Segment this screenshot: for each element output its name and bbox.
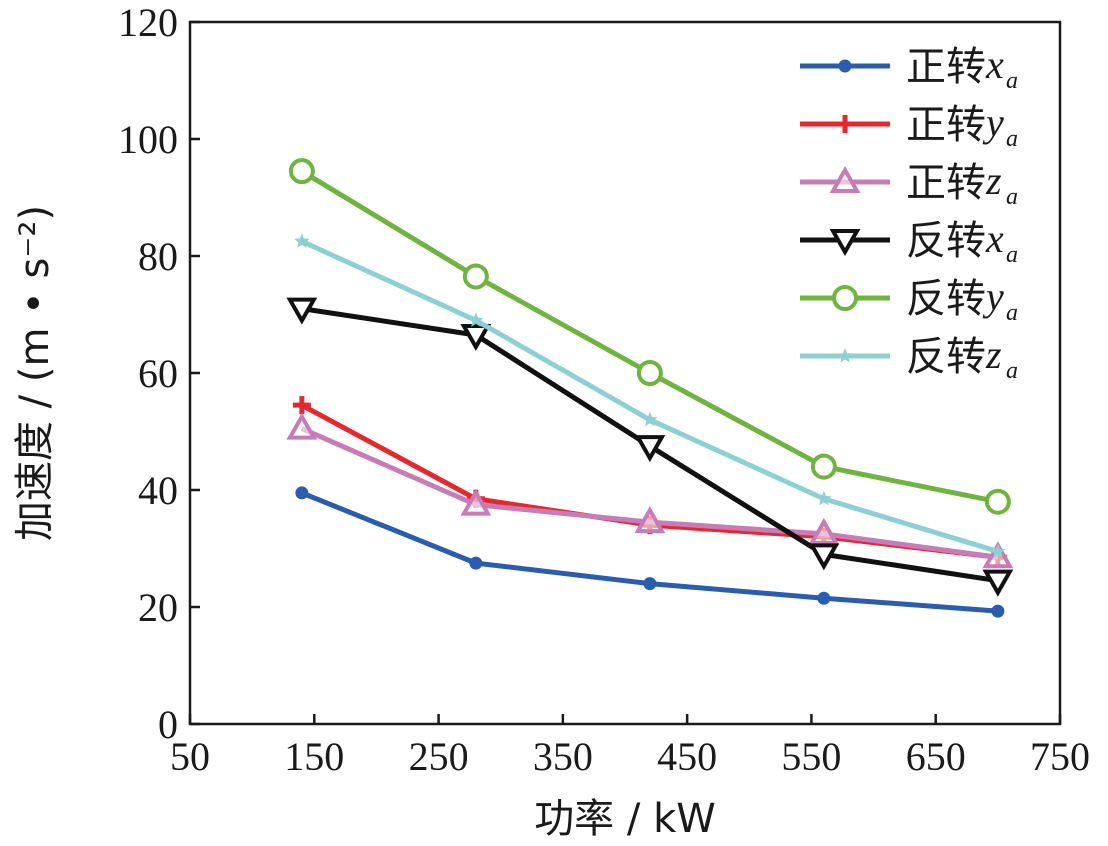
data-point <box>460 488 492 516</box>
legend-entry: 反转 z a <box>800 332 1018 384</box>
x-tick-label: 350 <box>533 734 593 779</box>
data-point <box>460 323 492 352</box>
legend-entry: 正转 x a <box>800 42 1018 94</box>
legend-variable: y <box>982 100 1004 145</box>
legend-swatch-marker <box>837 348 853 363</box>
y-tick-label: 100 <box>118 117 178 162</box>
legend-label: 正转 <box>906 102 986 148</box>
data-point <box>982 569 1014 597</box>
legend-entry: 正转 y a <box>800 100 1018 152</box>
data-point <box>984 488 1011 515</box>
data-point <box>808 543 840 571</box>
data-point <box>286 297 318 325</box>
series-5 <box>288 158 1011 515</box>
y-tick-label: 0 <box>158 702 178 747</box>
data-point <box>286 412 318 440</box>
data-point <box>642 411 658 427</box>
x-tick-label: 650 <box>906 734 966 779</box>
data-point <box>982 541 1014 569</box>
x-tick-label: 50 <box>170 734 210 779</box>
data-point <box>810 453 837 480</box>
data-point <box>991 604 1005 618</box>
series-3 <box>286 412 1014 569</box>
legend-entry: 反转 x a <box>800 216 1018 268</box>
data-point <box>634 435 666 463</box>
data-point <box>643 577 657 591</box>
legend-variable: z <box>985 332 1002 377</box>
x-axis-title: 功率 / kW <box>534 796 716 842</box>
legend-variable: z <box>985 158 1002 203</box>
legend-variable: y <box>982 274 1004 319</box>
data-point <box>288 158 315 185</box>
x-tick-label: 150 <box>284 734 344 779</box>
series-6 <box>294 233 1006 558</box>
legend-swatch-marker <box>838 59 852 73</box>
legend-entry: 正转 z a <box>800 158 1018 210</box>
y-axis-ticks: 0 20 40 60 80 100 120 <box>118 0 200 747</box>
y-tick-label: 40 <box>138 468 178 513</box>
x-axis-ticks: 50 150 250 350 450 550 650 750 <box>170 714 1090 779</box>
y-axis-title: 加速度 / (m • s⁻²) <box>12 205 58 541</box>
legend-subscript: a <box>1006 184 1018 210</box>
series-4 <box>286 297 1014 597</box>
data-point <box>462 263 489 290</box>
legend-subscript: a <box>1006 126 1018 152</box>
x-tick-label: 450 <box>657 734 717 779</box>
legend-variable: x <box>985 42 1004 87</box>
x-tick-label: 250 <box>409 734 469 779</box>
data-point <box>295 486 309 500</box>
y-tick-label: 80 <box>138 234 178 279</box>
x-tick-label: 550 <box>781 734 841 779</box>
data-point <box>294 233 310 248</box>
legend-swatch-marker <box>829 229 861 257</box>
y-tick-label: 60 <box>138 351 178 396</box>
legend: 正转 x a正转 y a正转 z a反转 x a反转 y a反转 z a <box>800 42 1018 384</box>
legend-label: 反转 <box>906 276 986 322</box>
data-point <box>636 360 663 386</box>
legend-subscript: a <box>1006 68 1018 94</box>
legend-variable: x <box>985 216 1004 261</box>
data-point <box>816 490 832 506</box>
data-point <box>808 517 840 545</box>
data-point <box>634 506 666 534</box>
legend-subscript: a <box>1006 300 1018 326</box>
data-point <box>990 543 1006 558</box>
legend-swatch-marker <box>836 115 854 133</box>
data-point <box>817 591 831 605</box>
series-line <box>300 239 999 554</box>
y-tick-label: 120 <box>118 0 178 45</box>
legend-swatch-marker <box>829 165 861 193</box>
legend-subscript: a <box>1006 242 1018 268</box>
series-layer <box>286 158 1014 618</box>
data-point <box>469 556 483 570</box>
data-point <box>468 312 484 327</box>
legend-entry: 反转 y a <box>800 274 1018 326</box>
series-1 <box>295 486 1005 618</box>
data-point <box>292 396 311 415</box>
legend-label: 正转 <box>906 160 986 206</box>
legend-label: 反转 <box>906 334 986 380</box>
axes: 50 150 250 350 450 550 650 750 0 20 40 60 80 100 120 <box>118 0 1090 779</box>
legend-label: 反转 <box>906 218 986 264</box>
x-tick-label: 750 <box>1030 734 1090 779</box>
legend-swatch-marker <box>832 285 858 311</box>
legend-label: 正转 <box>906 44 986 90</box>
legend-subscript: a <box>1006 358 1018 384</box>
y-tick-label: 20 <box>138 585 178 630</box>
